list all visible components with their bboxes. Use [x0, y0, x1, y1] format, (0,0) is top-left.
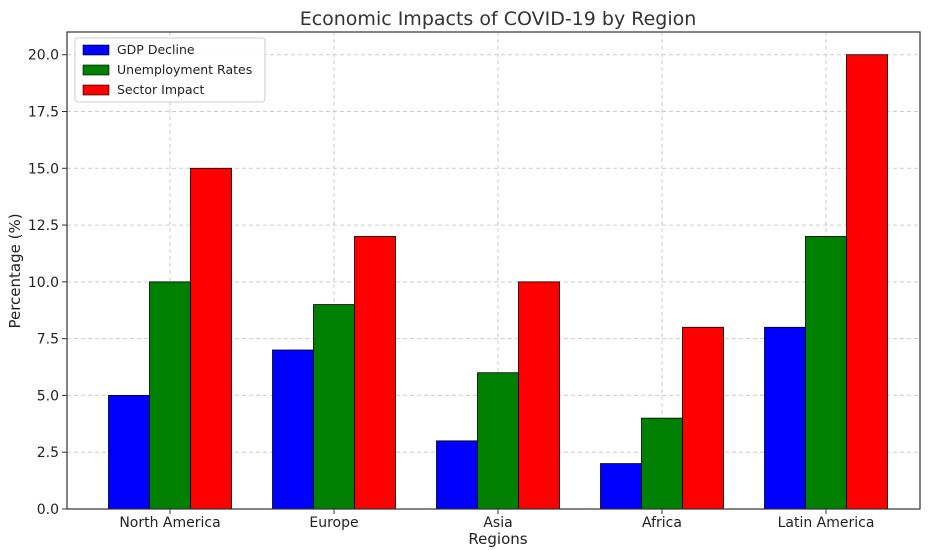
y-tick-label: 12.5 [28, 218, 59, 234]
y-axis-label: Percentage (%) [6, 213, 24, 328]
x-tick-label: Africa [642, 515, 682, 531]
x-tick-label: Asia [483, 515, 512, 531]
bar [436, 440, 478, 510]
bar [477, 372, 519, 510]
y-tick-label: 15.0 [28, 161, 59, 177]
bar [764, 326, 806, 510]
x-tick-label: North America [119, 515, 220, 531]
bar [846, 54, 888, 510]
ticks-layer: 0.0 2.5 5.0 7.5 10.0 12.5 15.0 17.5 20.0 North Am… [28, 48, 875, 531]
plot-frame [66, 31, 921, 510]
chart-title: Economic Impacts of COVID-19 by Region [300, 8, 697, 30]
legend-label: Unemployment Rates [117, 62, 252, 77]
x-tick-label: Latin America [778, 515, 875, 531]
x-axis-label: Regions [468, 530, 527, 548]
bar [354, 236, 396, 510]
axes-layer [66, 31, 921, 510]
bar [313, 304, 355, 510]
bar [805, 236, 847, 510]
y-tick-label: 20.0 [28, 48, 59, 64]
bar [108, 395, 150, 510]
legend-swatch [82, 44, 110, 56]
y-tick-label: 0.0 [37, 502, 59, 518]
legend-swatch [82, 84, 110, 96]
y-tick-label: 10.0 [28, 275, 59, 291]
y-tick-label: 7.5 [37, 332, 59, 348]
legend-box [74, 37, 266, 103]
bar [600, 463, 642, 510]
y-tick-label: 5.0 [37, 388, 59, 404]
legend: GDP Decline Unemployment Rates Sector Impa… [74, 37, 266, 103]
bars-layer [108, 54, 888, 510]
bar [190, 167, 232, 510]
bar [518, 281, 560, 510]
bar [272, 349, 314, 510]
legend-label: GDP Decline [117, 42, 195, 57]
y-tick-label: 2.5 [37, 445, 59, 461]
legend-swatch [82, 64, 110, 76]
bar [641, 417, 683, 510]
legend-label: Sector Impact [117, 82, 204, 97]
bar [149, 281, 191, 510]
bar [682, 326, 724, 510]
x-tick-label: Europe [309, 515, 358, 531]
y-tick-label: 17.5 [28, 105, 59, 121]
